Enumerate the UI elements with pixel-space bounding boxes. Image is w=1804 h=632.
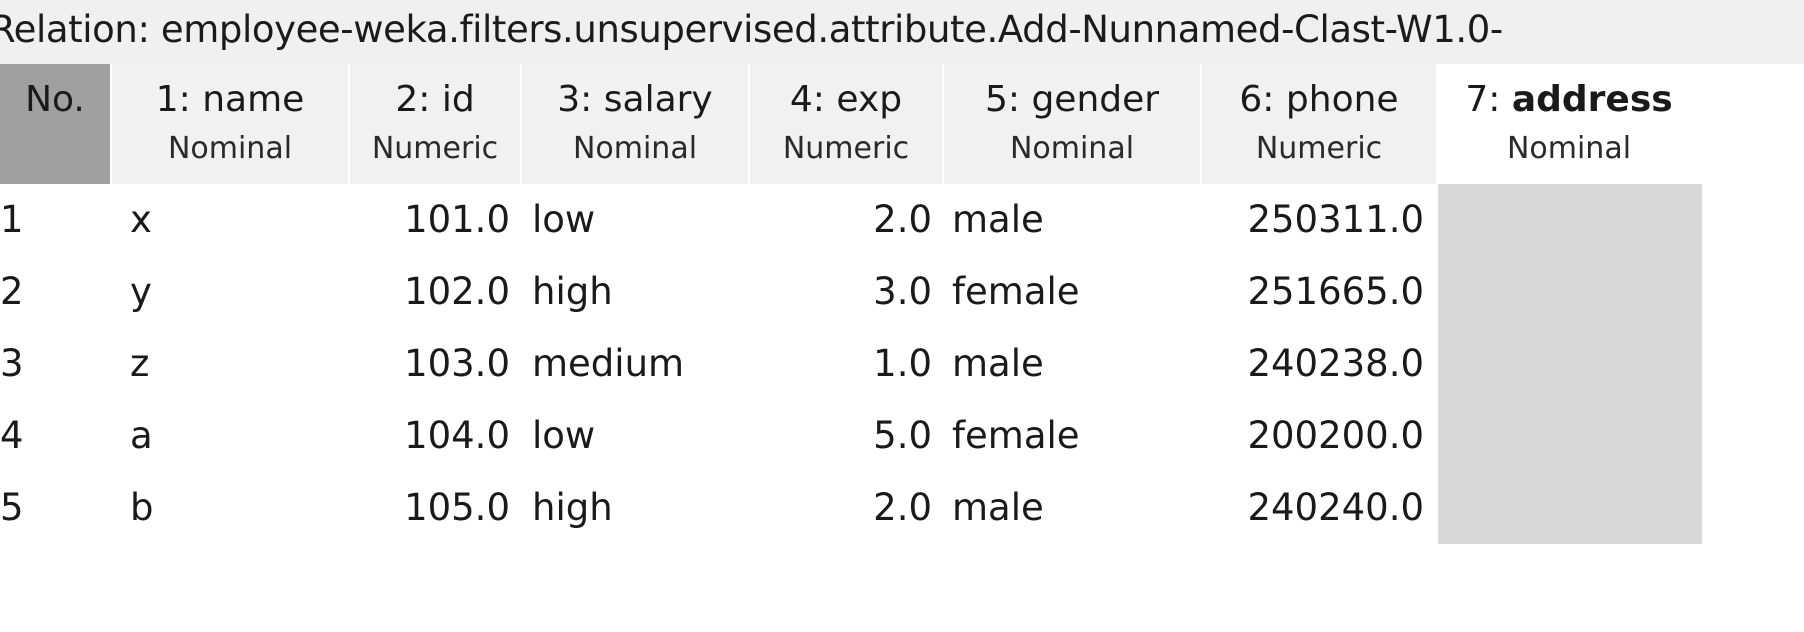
cell-salary[interactable]: high <box>532 486 613 529</box>
cell-salary[interactable]: medium <box>532 342 685 385</box>
cell-id[interactable]: 105.0 <box>404 486 510 529</box>
column-type: Numeric <box>782 131 910 166</box>
cell-phone[interactable]: 251665.0 <box>1247 270 1424 313</box>
column-type: Numeric <box>1255 131 1383 166</box>
column-type: Nominal <box>167 131 293 166</box>
cell-id[interactable]: 104.0 <box>404 414 510 457</box>
column-name: gender <box>1031 79 1160 120</box>
row-number: 4 <box>0 414 24 457</box>
column-index: 4: <box>789 79 825 120</box>
column-header-address[interactable]: 7: address Nominal <box>1438 64 1702 184</box>
cell-address-missing[interactable] <box>1438 256 1702 328</box>
column-name: address <box>1511 79 1673 120</box>
column-type: Nominal <box>572 131 698 166</box>
cell-exp[interactable]: 2.0 <box>873 486 932 529</box>
relation-label: Relation: employee-weka.filters.unsuperv… <box>0 8 1503 51</box>
row-number: 2 <box>0 270 24 313</box>
row-number: 1 <box>0 198 24 241</box>
relation-bar: Relation: employee-weka.filters.unsuperv… <box>0 0 1804 64</box>
column-name: name <box>202 79 305 120</box>
column-name: salary <box>603 79 713 120</box>
cell-exp[interactable]: 1.0 <box>873 342 932 385</box>
column-name: phone <box>1285 79 1399 120</box>
column-header-salary[interactable]: 3: salary Nominal <box>522 64 750 184</box>
cell-exp[interactable]: 5.0 <box>873 414 932 457</box>
cell-gender[interactable]: male <box>952 342 1044 385</box>
table-row[interactable]: 4 a 104.0 low 5.0 female 200200.0 <box>0 400 1804 472</box>
cell-gender[interactable]: male <box>952 486 1044 529</box>
table-row[interactable]: 2 y 102.0 high 3.0 female 251665.0 <box>0 256 1804 328</box>
table-row[interactable]: 1 x 101.0 low 2.0 male 250311.0 <box>0 184 1804 256</box>
cell-id[interactable]: 101.0 <box>404 198 510 241</box>
cell-id[interactable]: 103.0 <box>404 342 510 385</box>
column-index: 7: <box>1465 79 1501 120</box>
cell-salary[interactable]: low <box>532 198 596 241</box>
column-type: Nominal <box>1009 131 1135 166</box>
cell-gender[interactable]: male <box>952 198 1044 241</box>
column-header-exp[interactable]: 4: exp Numeric <box>750 64 944 184</box>
column-type: Nominal <box>1506 131 1632 166</box>
cell-name[interactable]: z <box>130 342 150 385</box>
column-type: Numeric <box>371 131 499 166</box>
row-number: 5 <box>0 486 24 529</box>
cell-name[interactable]: a <box>130 414 153 457</box>
column-header-label: No. <box>25 79 85 120</box>
table-header: No. 1: name Nominal 2: id Numeric 3: sal… <box>0 64 1804 184</box>
cell-exp[interactable]: 2.0 <box>873 198 932 241</box>
cell-salary[interactable]: high <box>532 270 613 313</box>
column-header-name[interactable]: 1: name Nominal <box>112 64 350 184</box>
cell-phone[interactable]: 240238.0 <box>1247 342 1424 385</box>
table-row[interactable]: 5 b 105.0 high 2.0 male 240240.0 <box>0 472 1804 544</box>
column-header-phone[interactable]: 6: phone Numeric <box>1202 64 1438 184</box>
cell-id[interactable]: 102.0 <box>404 270 510 313</box>
column-name: exp <box>836 79 903 120</box>
column-header-id[interactable]: 2: id Numeric <box>350 64 522 184</box>
table-row[interactable]: 3 z 103.0 medium 1.0 male 240238.0 <box>0 328 1804 400</box>
column-header-gender[interactable]: 5: gender Nominal <box>944 64 1202 184</box>
cell-address-missing[interactable] <box>1438 328 1702 400</box>
cell-phone[interactable]: 200200.0 <box>1247 414 1424 457</box>
cell-name[interactable]: b <box>130 486 154 529</box>
cell-address-missing[interactable] <box>1438 184 1702 256</box>
column-index: 2: <box>395 79 431 120</box>
cell-phone[interactable]: 240240.0 <box>1247 486 1424 529</box>
cell-gender[interactable]: female <box>952 270 1080 313</box>
column-name: id <box>441 79 475 120</box>
cell-name[interactable]: x <box>130 198 152 241</box>
column-index: 1: <box>155 79 191 120</box>
cell-address-missing[interactable] <box>1438 472 1702 544</box>
cell-gender[interactable]: female <box>952 414 1080 457</box>
cell-phone[interactable]: 250311.0 <box>1247 198 1424 241</box>
cell-exp[interactable]: 3.0 <box>873 270 932 313</box>
cell-salary[interactable]: low <box>532 414 596 457</box>
column-index: 6: <box>1239 79 1275 120</box>
column-header-no[interactable]: No. <box>0 64 112 184</box>
row-number: 3 <box>0 342 24 385</box>
column-index: 5: <box>984 79 1020 120</box>
cell-name[interactable]: y <box>130 270 152 313</box>
cell-address-missing[interactable] <box>1438 400 1702 472</box>
column-index: 3: <box>557 79 593 120</box>
